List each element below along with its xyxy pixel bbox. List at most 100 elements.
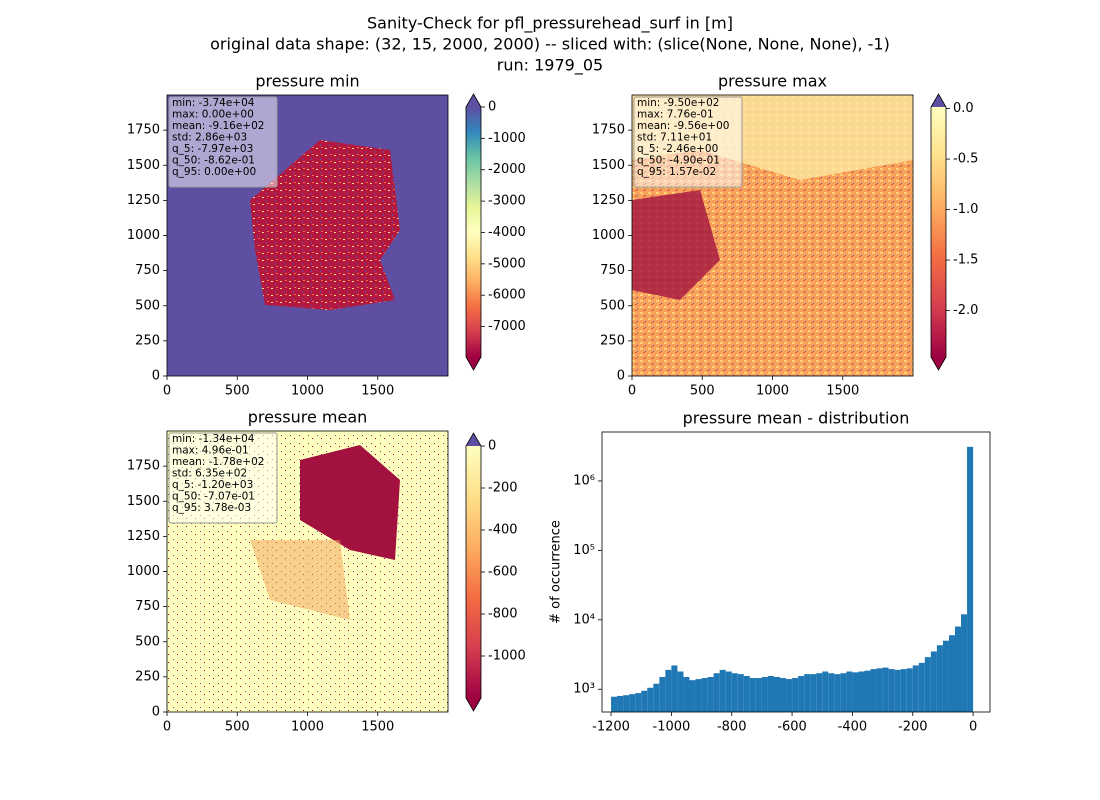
y-axis-label: # of occurrence (549, 520, 564, 624)
x-tick-label: 500 (690, 384, 715, 399)
colorbar-tick-label: -2.0 (953, 303, 978, 318)
stats-line: q_95: 1.57e-02 (637, 166, 716, 178)
stats-line: min: -1.34e+04 (172, 433, 255, 445)
image-3 (167, 431, 448, 712)
chart-title: pressure mean (248, 408, 368, 427)
y-tick-label: 1500 (127, 494, 160, 509)
y-tick-label: 750 (135, 599, 160, 614)
stats-line: q_5: -7.97e+03 (172, 143, 253, 155)
stats-line: q_5: -1.20e+03 (172, 479, 253, 491)
bar (888, 669, 895, 712)
bar (942, 640, 949, 712)
stats-line: std: 6.35e+02 (172, 468, 247, 480)
stats-line: q_50: -4.90e-01 (637, 155, 720, 167)
colorbar-tick-label: -1000 (488, 649, 526, 664)
stats-line: std: 2.86e+03 (172, 132, 247, 144)
x-tick-label: 0 (628, 384, 636, 399)
bar (864, 670, 871, 712)
stats-box (168, 96, 278, 188)
x-tick-label: -800 (717, 720, 747, 735)
x-tick-label: -1200 (592, 720, 630, 735)
bar (961, 614, 968, 712)
bar (906, 668, 913, 712)
x-tick-label: 1000 (756, 384, 789, 399)
bar (611, 696, 618, 712)
y-tick-label: 10⁴ (573, 612, 595, 627)
y-tick-label: 1500 (127, 158, 160, 173)
bar (767, 676, 774, 712)
y-tick-label: 1250 (127, 529, 160, 544)
bar (761, 677, 768, 712)
y-tick-label: 250 (135, 333, 160, 348)
stats-line: max: 0.00e+00 (172, 109, 254, 121)
y-tick-label: 0 (617, 369, 625, 384)
bar (780, 678, 787, 712)
colorbar-tick-label: 0 (488, 439, 496, 454)
x-tick-label: 1000 (291, 720, 324, 735)
bar (641, 690, 648, 712)
y-tick-label: 1500 (592, 158, 625, 173)
figure-title-line: original data shape: (32, 15, 2000, 2000… (210, 35, 890, 54)
chart-title: pressure max (718, 72, 827, 91)
stats-line: max: 4.96e-01 (172, 445, 249, 457)
bar (900, 669, 907, 712)
colorbar (931, 107, 946, 357)
bar (653, 683, 660, 712)
y-tick-label: 1000 (592, 228, 625, 243)
y-tick-label: 250 (135, 669, 160, 684)
y-tick-label: 1750 (127, 459, 160, 474)
y-tick-label: 1750 (592, 123, 625, 138)
x-tick-label: -200 (898, 720, 928, 735)
bar (749, 678, 756, 712)
bar (635, 693, 642, 712)
stats-line: min: -9.50e+02 (637, 97, 719, 109)
x-tick-label: 1000 (291, 384, 324, 399)
bar (617, 695, 624, 712)
bar (955, 626, 962, 712)
colorbar-tick-label: -4000 (488, 225, 526, 240)
colorbar-tick-label: 0 (488, 100, 496, 115)
colorbar-tick-label: -800 (488, 607, 518, 622)
colorbar-tick-label: -1.0 (953, 202, 978, 217)
bar (858, 671, 865, 712)
bar (828, 673, 835, 712)
bar (665, 669, 672, 712)
colorbar-tick-label: -1.5 (953, 253, 978, 268)
x-tick-label: 1500 (361, 720, 394, 735)
y-tick-label: 1000 (127, 564, 160, 579)
chart-title: pressure min (255, 72, 359, 91)
bar (930, 651, 937, 712)
y-tick-label: 10⁶ (573, 473, 595, 488)
y-tick-label: 500 (135, 634, 160, 649)
y-tick-label: 1000 (127, 228, 160, 243)
bar (725, 671, 732, 712)
y-tick-label: 500 (135, 298, 160, 313)
bar (707, 677, 714, 712)
image-1 (167, 95, 448, 376)
colorbar-extend-high (466, 94, 481, 107)
bar (737, 674, 744, 712)
bar (924, 657, 931, 712)
x-tick-label: 1500 (361, 384, 394, 399)
bar (840, 673, 847, 712)
bar (882, 667, 889, 712)
bar (876, 668, 883, 712)
colorbar (466, 107, 481, 357)
bar (623, 695, 630, 712)
bar (894, 669, 901, 712)
y-tick-label: 750 (135, 263, 160, 278)
bar (798, 676, 805, 712)
bar (659, 677, 666, 712)
stats-line: std: 7.11e+01 (637, 132, 712, 144)
x-tick-label: 500 (225, 720, 250, 735)
stats-line: q_5: -2.46e+00 (637, 143, 718, 155)
y-tick-label: 750 (600, 263, 625, 278)
bar (918, 662, 925, 712)
colorbar-outline (465, 93, 482, 371)
y-tick-label: 10⁵ (573, 543, 595, 558)
stats-line: mean: -1.78e+02 (172, 456, 264, 468)
colorbar-tick-label: -3000 (488, 194, 526, 209)
bar (912, 665, 919, 712)
bar (773, 677, 781, 712)
